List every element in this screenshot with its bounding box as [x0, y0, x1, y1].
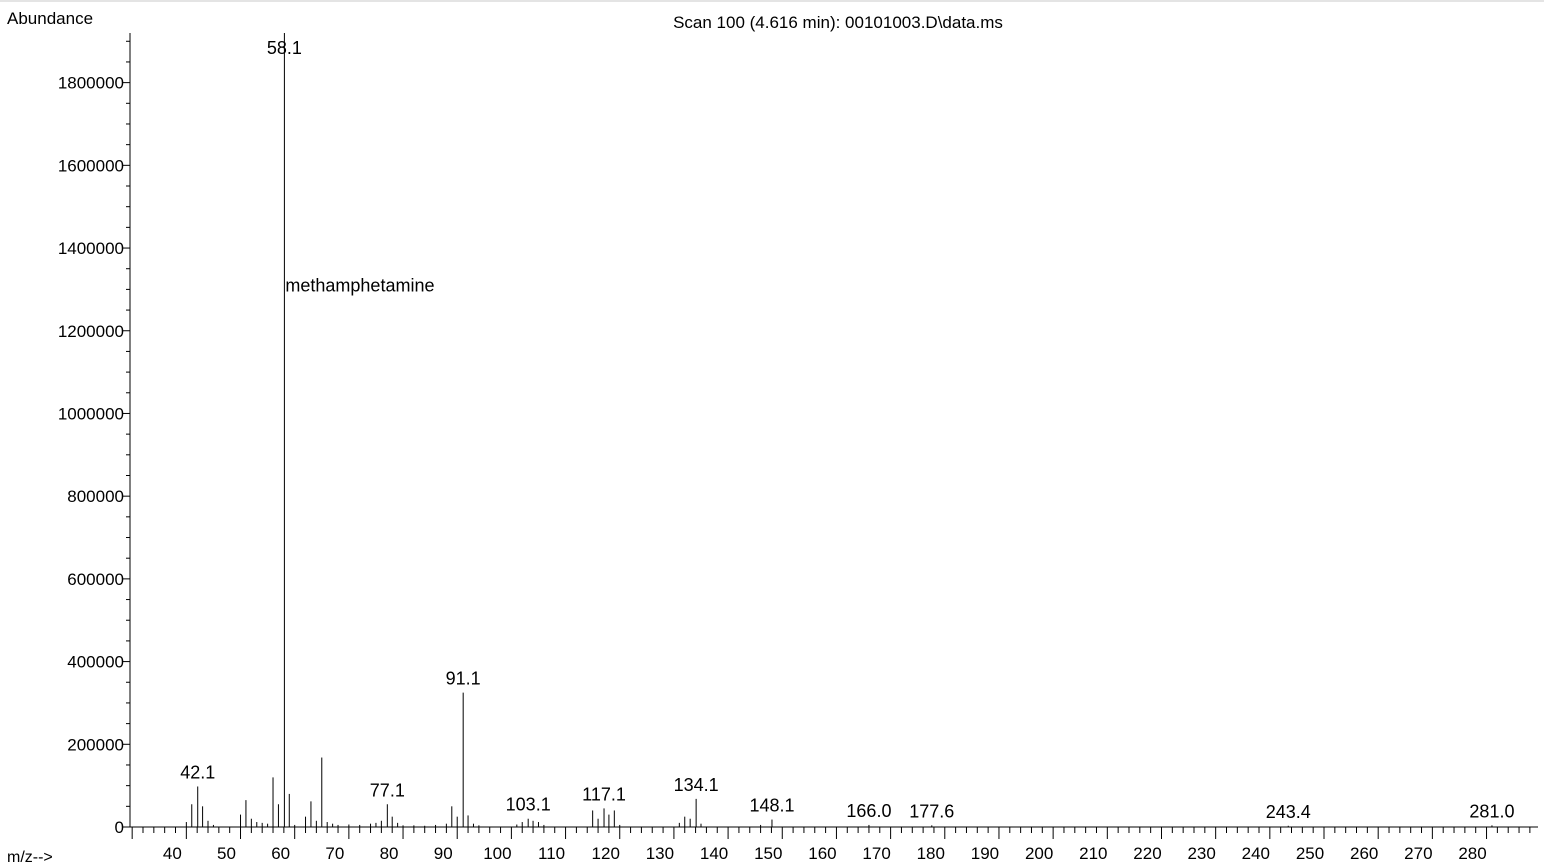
x-tick-label: 60: [271, 844, 290, 863]
x-tick-label: 80: [380, 844, 399, 863]
peak-label: 134.1: [674, 775, 719, 795]
y-tick-label: 600000: [67, 570, 124, 589]
x-tick-label: 180: [917, 844, 945, 863]
x-tick-label: 170: [862, 844, 890, 863]
x-tick-label: 50: [217, 844, 236, 863]
x-tick-label: 70: [325, 844, 344, 863]
y-tick-label: 400000: [67, 653, 124, 672]
y-tick-label: 0: [115, 818, 124, 837]
x-tick-label: 190: [971, 844, 999, 863]
y-tick-label: 1800000: [58, 74, 124, 93]
x-tick-label: 130: [646, 844, 674, 863]
x-tick-label: 160: [808, 844, 836, 863]
peaks: [185, 33, 1493, 827]
y-tick-label: 1600000: [58, 156, 124, 175]
x-ticks: 40 50 60 70 80 90 100 110 120 130 140 150 160 170 180 1…: [131, 827, 1531, 863]
x-tick-label: 240: [1242, 844, 1270, 863]
peak-label: 177.6: [909, 801, 954, 821]
x-tick-label: 120: [592, 844, 620, 863]
x-tick-label: 260: [1350, 844, 1378, 863]
peak-label: 281.0: [1469, 801, 1514, 821]
x-axis-label: m/z-->: [7, 849, 53, 866]
x-tick-label: 270: [1404, 844, 1432, 863]
x-tick-label: 280: [1458, 844, 1486, 863]
x-tick-label: 210: [1079, 844, 1107, 863]
x-tick-label: 200: [1025, 844, 1053, 863]
y-tick-label: 200000: [67, 735, 124, 754]
compound-annotation: methamphetamine: [285, 275, 434, 295]
peak-label: 58.1: [267, 38, 302, 58]
x-tick-label: 150: [754, 844, 782, 863]
y-tick-label: 800000: [67, 487, 124, 506]
peak-label: 91.1: [446, 669, 481, 689]
peak-label: 77.1: [370, 780, 405, 800]
x-tick-label: 140: [700, 844, 728, 863]
y-tick-label: 1200000: [58, 322, 124, 341]
x-tick-label: 110: [538, 844, 565, 863]
peak-label: 103.1: [506, 795, 551, 815]
x-tick-label: 90: [434, 844, 453, 863]
y-tick-label: 1400000: [58, 239, 124, 258]
x-tick-label: 40: [163, 844, 182, 863]
x-tick-label: 100: [483, 844, 511, 863]
peak-label: 42.1: [180, 762, 215, 782]
x-tick-label: 250: [1296, 844, 1324, 863]
peak-label: 243.4: [1266, 802, 1311, 822]
peak-label: 117.1: [582, 784, 626, 804]
y-ticks: 0 200000 400000 600000 800000 1000000 1200000 1…: [58, 40, 130, 837]
chart-title: Scan 100 (4.616 min): 00101003.D\data.ms: [673, 13, 1003, 32]
y-tick-label: 1000000: [58, 404, 124, 423]
peak-label: 148.1: [749, 796, 794, 816]
x-tick-label: 230: [1187, 844, 1215, 863]
peak-labels: 42.1 58.1 77.1 91.1 103.1 117.1 134.1 148.1 166.…: [180, 38, 1514, 822]
y-axis-label: Abundance: [7, 9, 93, 28]
x-tick-label: 220: [1133, 844, 1161, 863]
peak-label: 166.0: [846, 801, 891, 821]
